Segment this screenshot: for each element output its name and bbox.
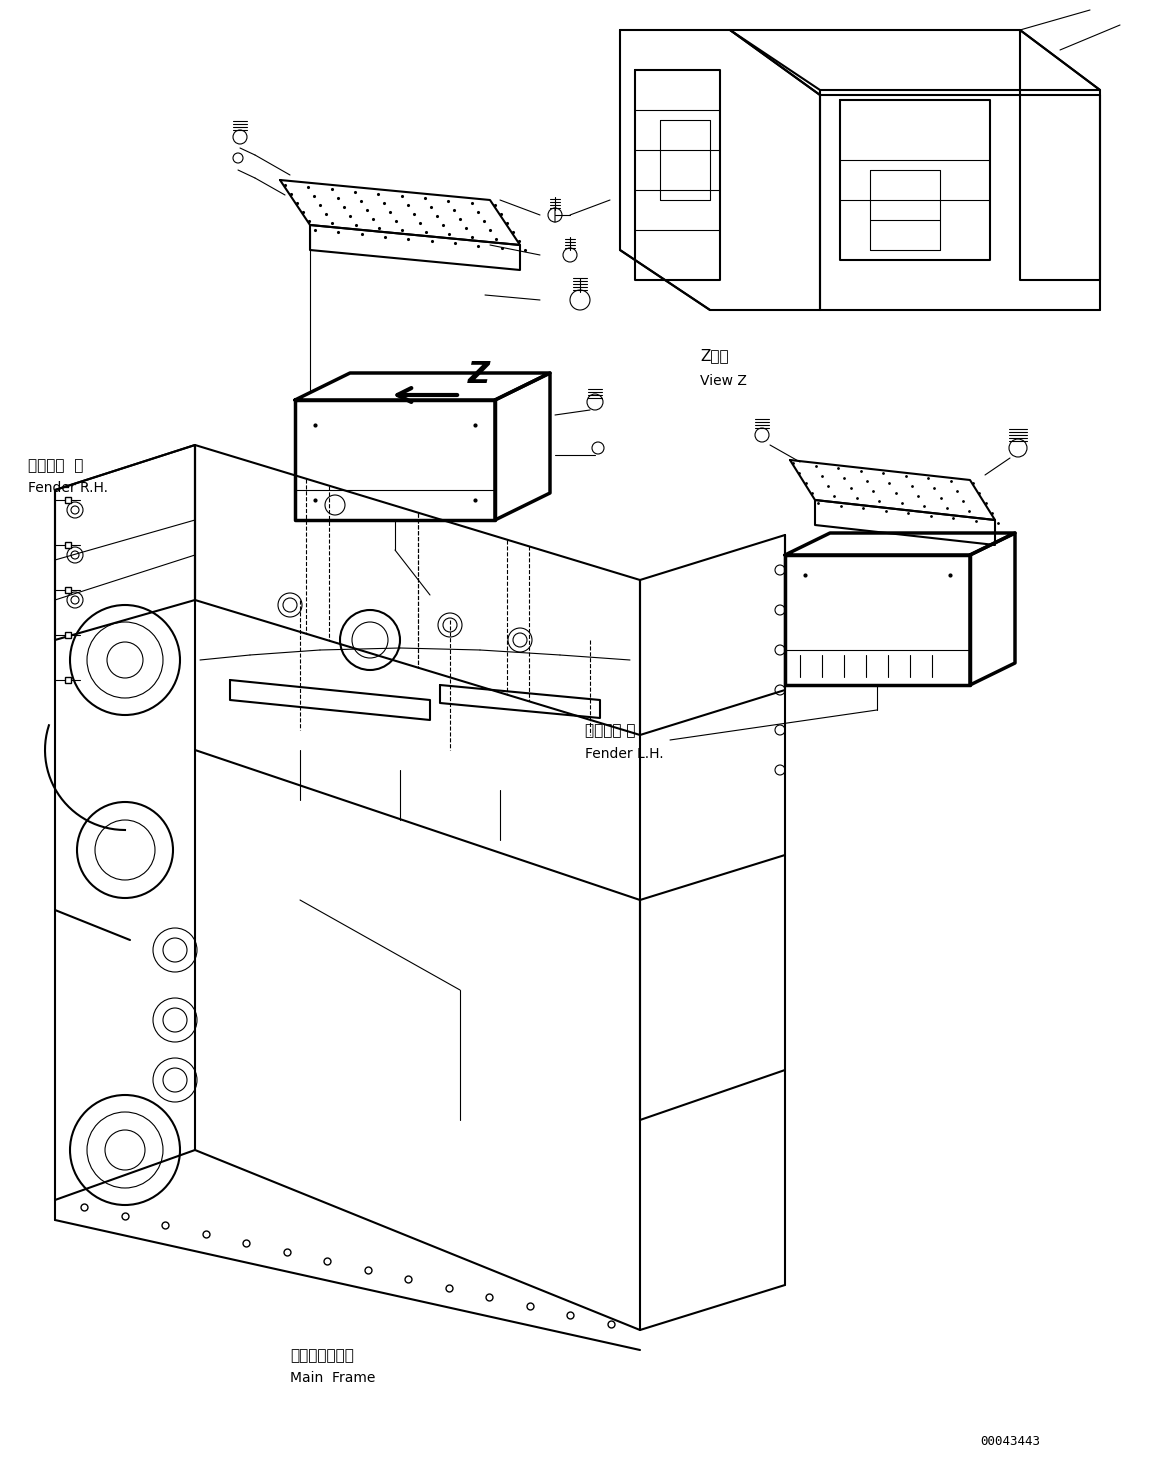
Text: Z　視: Z 視 — [700, 349, 729, 363]
Text: フェンダ 左: フェンダ 左 — [585, 724, 635, 738]
Text: 00043443: 00043443 — [980, 1436, 1040, 1447]
Text: Main  Frame: Main Frame — [290, 1371, 376, 1386]
Text: メインフレーム: メインフレーム — [290, 1347, 354, 1364]
Text: Fender L.H.: Fender L.H. — [585, 747, 664, 761]
Text: Fender R.H.: Fender R.H. — [28, 481, 108, 496]
Text: フェンダ  右: フェンダ 右 — [28, 457, 84, 474]
Text: Z: Z — [468, 360, 490, 388]
Text: View Z: View Z — [700, 374, 747, 388]
